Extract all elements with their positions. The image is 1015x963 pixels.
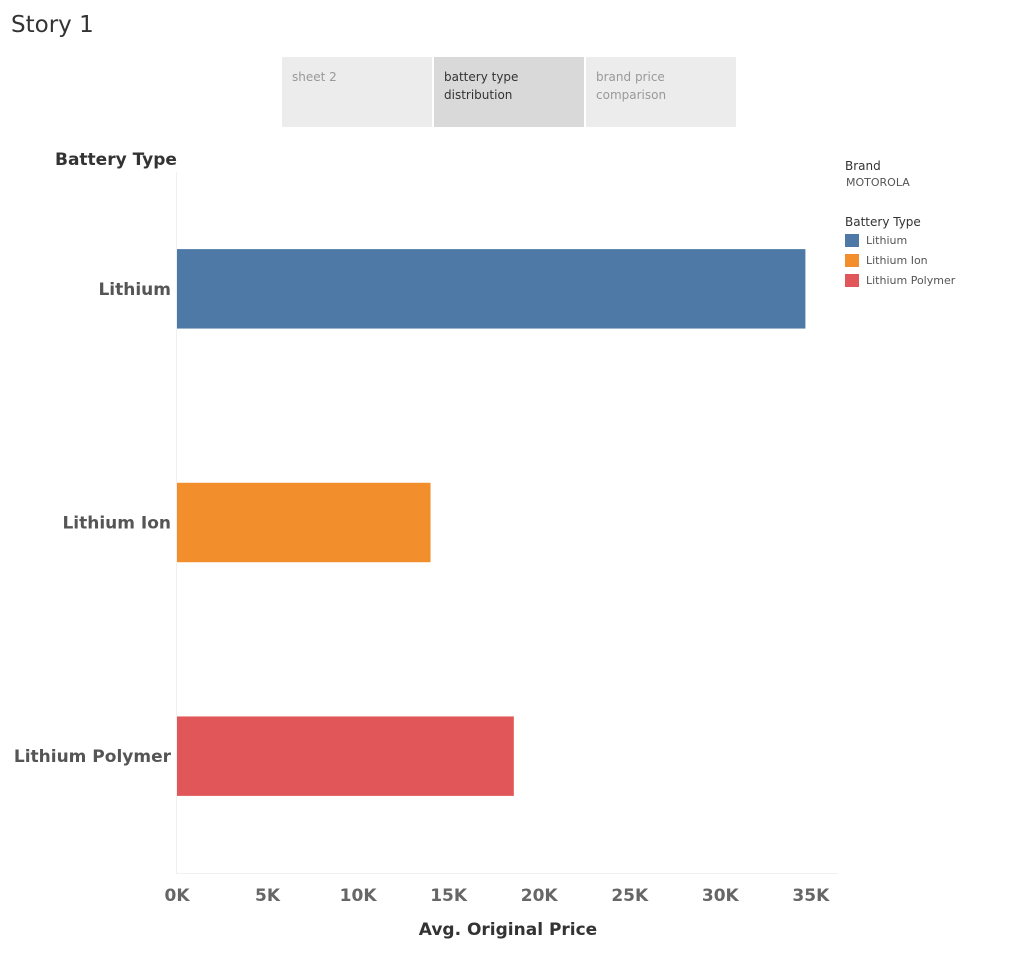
legend-swatch [845,233,859,247]
legend-brand-value: MOTOROLA [846,176,910,189]
legend-battery-type-title: Battery Type [845,215,921,229]
x-tick-label: 30K [702,886,740,906]
category-label: Lithium Polymer [14,747,172,767]
legend-swatch [845,253,859,267]
legend-item-lithium[interactable]: Lithium [845,230,955,250]
x-tick-label: 15K [430,886,468,906]
tab-sheet-2[interactable]: sheet 2 [282,57,432,127]
tab-brand-price-comparison[interactable]: brand price comparison [586,57,736,127]
bar-lithium[interactable] [177,249,806,329]
tick-labels: 0K 5K 10K 15K 20K 25K 30K 35K [164,886,830,906]
story-title: Story 1 [11,12,94,38]
row-header: Battery Type [55,150,177,170]
legend-item-lithium-polymer[interactable]: Lithium Polymer [845,270,955,290]
legend-swatch [845,273,859,287]
x-tick-label: 20K [521,886,559,906]
x-tick-label: 10K [340,886,378,906]
bars-group [177,249,806,796]
legend-item-label: Lithium Ion [866,253,928,267]
tab-label-line2: distribution [444,88,513,102]
legend-item-label: Lithium [866,233,908,247]
tab-label-line1: sheet 2 [292,70,337,84]
x-tick-label: 0K [164,886,190,906]
legend-item-lithium-ion[interactable]: Lithium Ion [845,250,955,270]
tab-battery-type-distribution[interactable]: battery type distribution [434,57,584,127]
category-label: Lithium [98,280,171,300]
legend-brand-title: Brand [845,159,881,173]
tab-label-line1: battery type [444,70,519,84]
x-tick-label: 5K [255,886,281,906]
category-labels: Lithium Lithium Ion Lithium Polymer [14,280,172,767]
x-axis-label: Avg. Original Price [419,920,597,940]
category-label: Lithium Ion [62,514,171,534]
x-tick-label: 25K [611,886,649,906]
tab-label-line1: brand price [596,70,665,84]
bar-lithium-ion[interactable] [177,482,431,563]
legend-item-label: Lithium Polymer [866,273,956,287]
x-tick-label: 35K [792,886,830,906]
bar-lithium-polymer[interactable] [177,716,514,796]
tab-label-line2: comparison [596,88,667,102]
legend: Brand MOTOROLA Battery Type Lithium Lith… [845,158,955,290]
